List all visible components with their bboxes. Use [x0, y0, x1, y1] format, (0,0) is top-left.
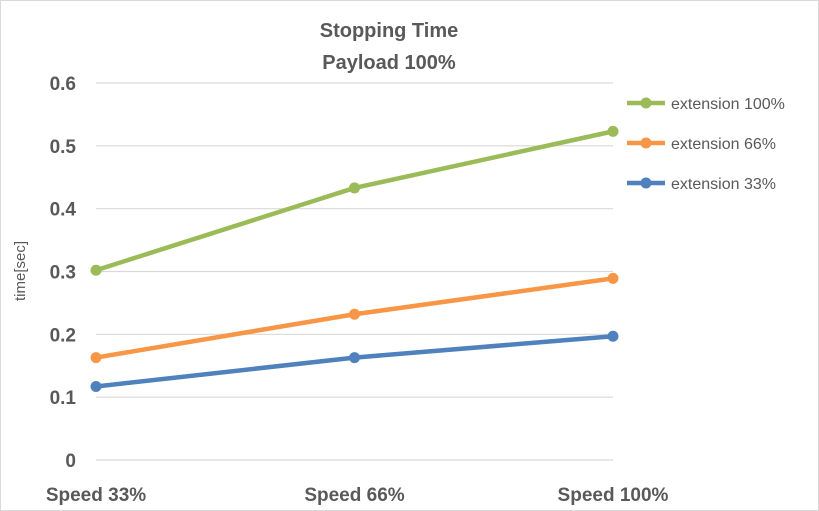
y-tick-label: 0.5	[50, 137, 77, 158]
data-point	[349, 352, 360, 364]
data-point	[90, 352, 102, 364]
y-tick-label: 0.3	[50, 263, 76, 284]
y-tick-label: 0.1	[50, 388, 77, 409]
legend-marker	[640, 177, 652, 189]
x-tick-label: Speed 66%	[304, 485, 404, 506]
x-tick-label: Speed 33%	[46, 485, 146, 506]
legend-marker	[640, 97, 652, 109]
series-2	[90, 330, 619, 392]
x-tick-label: Speed 100%	[558, 485, 669, 506]
data-point	[90, 264, 102, 276]
data-point	[607, 330, 619, 342]
legend-item: extension 100%	[627, 96, 785, 113]
y-tick-label: 0.2	[50, 325, 76, 346]
series-0	[90, 125, 619, 276]
legend-label: extension 66%	[671, 136, 776, 153]
legend-item: extension 33%	[627, 176, 776, 193]
data-point	[349, 308, 360, 320]
y-tick-label: 0	[65, 451, 76, 472]
y-tick-label: 0.6	[50, 74, 76, 95]
data-point	[607, 272, 619, 284]
data-point	[90, 380, 102, 392]
chart-title: Stopping Time	[320, 20, 459, 42]
y-axis-label: time[sec]	[12, 241, 29, 301]
data-point	[607, 125, 619, 137]
series-line	[95, 129, 614, 273]
chart-subtitle: Payload 100%	[322, 52, 456, 74]
legend-item: extension 66%	[627, 136, 776, 153]
legend-label: extension 33%	[671, 176, 776, 193]
legend-marker	[640, 137, 652, 149]
y-tick-label: 0.4	[50, 200, 77, 221]
data-point	[349, 182, 360, 194]
legend-label: extension 100%	[671, 96, 785, 113]
series-1	[90, 272, 619, 364]
